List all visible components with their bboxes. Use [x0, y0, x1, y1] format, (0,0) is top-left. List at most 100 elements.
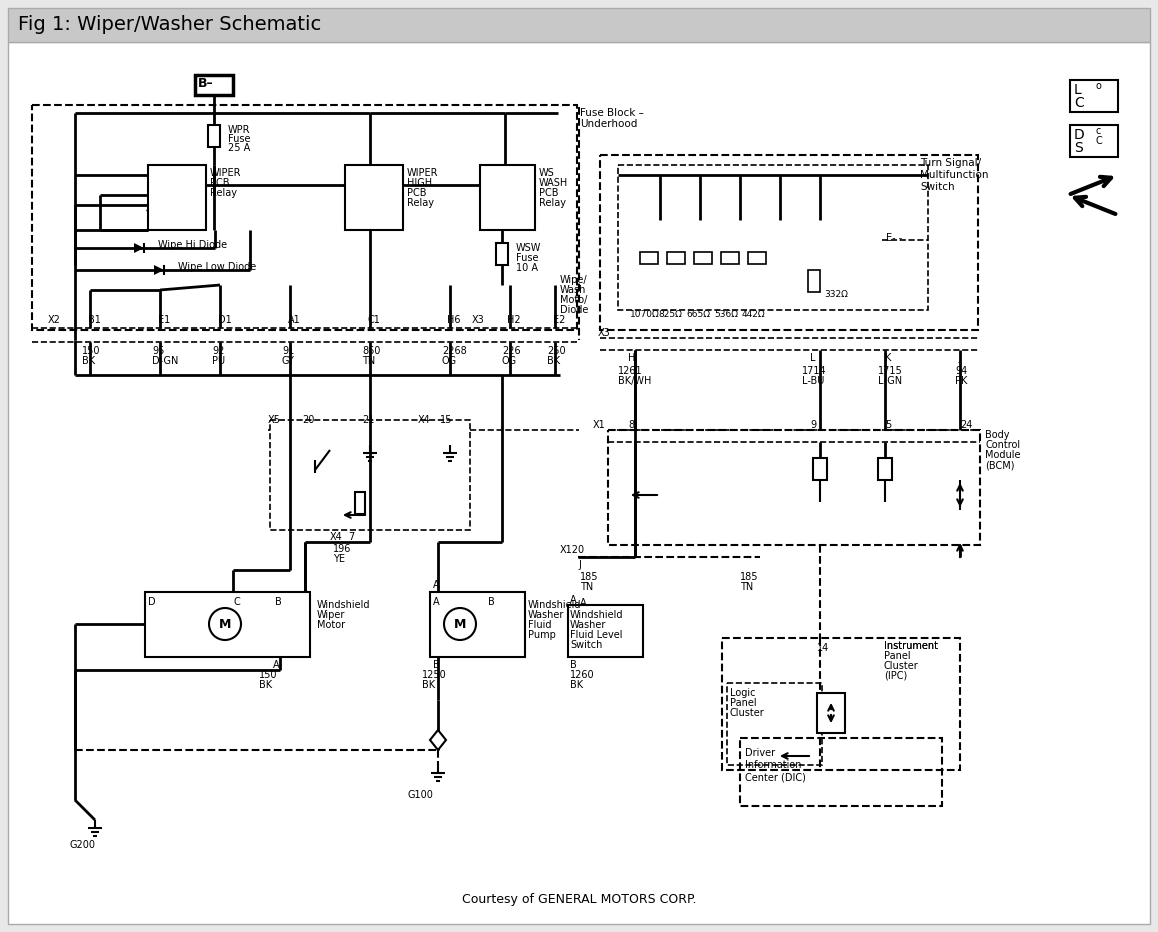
Text: Switch: Switch [919, 182, 954, 192]
Text: X4: X4 [418, 415, 431, 425]
Text: B: B [274, 597, 281, 607]
Text: J: J [578, 560, 581, 570]
Text: K: K [885, 353, 892, 363]
Text: M: M [454, 618, 467, 631]
Text: 9: 9 [809, 420, 816, 430]
Text: Module: Module [985, 450, 1020, 460]
Text: L: L [1073, 83, 1082, 97]
Bar [748, 252, 765, 264]
Text: OG: OG [442, 356, 457, 366]
Text: PK: PK [955, 376, 967, 386]
Text: 15: 15 [440, 415, 453, 425]
Text: PCB: PCB [538, 188, 558, 198]
Bar [1070, 125, 1117, 157]
Text: Washer: Washer [528, 610, 564, 620]
Circle shape [208, 608, 241, 640]
Bar [808, 270, 820, 292]
Text: 536Ω: 536Ω [714, 310, 738, 319]
Bar [600, 155, 979, 330]
Text: BK: BK [547, 356, 560, 366]
Text: Switch: Switch [570, 640, 602, 650]
Text: G100: G100 [408, 790, 434, 800]
Text: 1261: 1261 [618, 366, 643, 376]
Text: B: B [433, 660, 440, 670]
Text: 150: 150 [82, 346, 101, 356]
Text: 94: 94 [955, 366, 967, 376]
Bar [1070, 80, 1117, 112]
Text: Wipe Low Diode: Wipe Low Diode [178, 262, 256, 272]
Text: 860: 860 [362, 346, 380, 356]
Text: Underhood: Underhood [580, 119, 637, 129]
Text: WASH: WASH [538, 178, 569, 188]
Bar [8, 8, 1150, 42]
Text: Body: Body [985, 430, 1010, 440]
Text: S: S [1073, 141, 1083, 155]
Text: HIGH: HIGH [406, 178, 432, 188]
Text: Driver: Driver [745, 748, 775, 758]
Polygon shape [134, 243, 144, 253]
Bar [145, 592, 310, 657]
Text: Fluid: Fluid [528, 620, 551, 630]
Text: WS: WS [538, 168, 555, 178]
Text: 226: 226 [503, 346, 521, 356]
Text: X120: X120 [560, 545, 585, 555]
Text: C: C [1073, 96, 1084, 110]
Text: Fuse: Fuse [228, 134, 250, 144]
Text: Logic: Logic [730, 688, 755, 698]
Text: Relay: Relay [538, 198, 566, 208]
Bar [345, 165, 403, 230]
Circle shape [444, 608, 476, 640]
Text: 10 A: 10 A [516, 263, 538, 273]
Bar [32, 105, 577, 330]
Text: Fig 1: Wiper/Washer Schematic: Fig 1: Wiper/Washer Schematic [19, 16, 321, 34]
Text: WPR: WPR [228, 125, 250, 135]
Text: 825Ω: 825Ω [658, 310, 682, 319]
Text: D: D [1073, 128, 1085, 142]
Text: Motor: Motor [317, 620, 345, 630]
Text: Wash: Wash [560, 285, 586, 295]
Bar [195, 75, 233, 95]
Text: X3: X3 [472, 315, 485, 325]
Text: Wipe Hi Diode: Wipe Hi Diode [157, 240, 227, 250]
Text: BK/WH: BK/WH [618, 376, 651, 386]
Text: A: A [433, 597, 440, 607]
Text: 91: 91 [283, 346, 294, 356]
Text: Information: Information [745, 760, 801, 770]
Text: GY: GY [283, 356, 295, 366]
Text: D-GN: D-GN [152, 356, 178, 366]
Text: B: B [570, 660, 577, 670]
Text: Relay: Relay [210, 188, 237, 198]
Bar [878, 458, 892, 480]
Bar [727, 683, 822, 765]
Polygon shape [430, 730, 446, 750]
Text: B: B [488, 597, 494, 607]
Text: Windshield: Windshield [317, 600, 371, 610]
Bar [356, 492, 365, 514]
Text: 2268: 2268 [442, 346, 467, 356]
Text: PCB: PCB [210, 178, 229, 188]
Bar [818, 693, 845, 733]
Bar [694, 252, 712, 264]
Bar [721, 252, 739, 264]
Text: X4: X4 [330, 532, 343, 542]
Text: TN: TN [580, 582, 593, 592]
Text: PU: PU [212, 356, 225, 366]
Text: 21: 21 [362, 415, 374, 425]
Text: E- -: E- - [886, 233, 902, 243]
Bar [608, 430, 980, 545]
Text: TN: TN [362, 356, 375, 366]
Bar [813, 458, 827, 480]
Text: C: C [233, 597, 240, 607]
Text: Wipe/: Wipe/ [560, 275, 587, 285]
Text: 442Ω: 442Ω [742, 310, 765, 319]
Text: E2: E2 [554, 315, 565, 325]
Text: 185: 185 [740, 572, 758, 582]
Bar [270, 420, 470, 530]
Text: 250: 250 [547, 346, 565, 356]
Text: J: J [958, 353, 961, 363]
Text: Fluid Level: Fluid Level [570, 630, 623, 640]
Text: Windshield: Windshield [570, 610, 623, 620]
Text: (BCM): (BCM) [985, 460, 1014, 470]
Text: Instrument: Instrument [884, 641, 938, 651]
Text: BK: BK [422, 680, 435, 690]
